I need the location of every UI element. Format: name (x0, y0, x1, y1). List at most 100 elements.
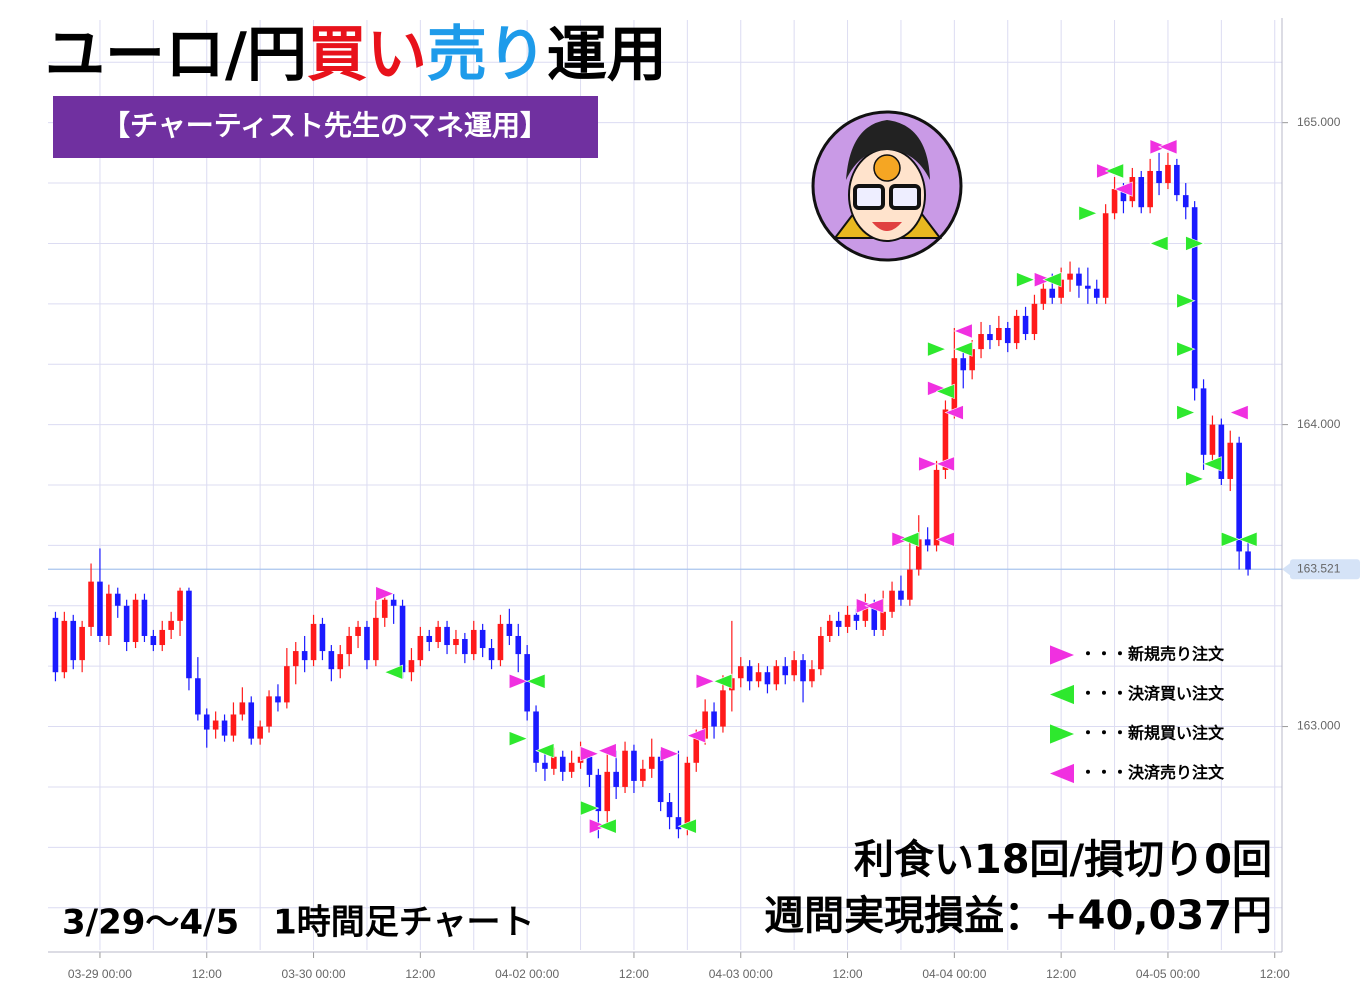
order-marker (1185, 471, 1205, 487)
candle-body (435, 626, 441, 643)
candle-body (1067, 273, 1073, 280)
order-marker (1176, 293, 1196, 309)
candle-body (960, 358, 967, 371)
candle-body (1040, 288, 1047, 304)
legend: ・・・新規売り注文・・・決済買い注文・・・新規買い注文・・・決済売り注文 (1050, 645, 1225, 784)
candle-body (355, 626, 361, 636)
candle-body (640, 768, 646, 781)
candle-body (159, 629, 166, 646)
order-marker (580, 746, 600, 762)
candle-body (417, 635, 424, 661)
legend-icon (1050, 645, 1074, 665)
candle-body (568, 762, 575, 772)
candle-body (1147, 170, 1153, 208)
candle-body (266, 696, 272, 727)
candle-body (844, 614, 851, 627)
candle-body (106, 593, 112, 636)
candle-body (551, 756, 557, 769)
candle-body (586, 756, 593, 775)
candle-body (1227, 442, 1234, 479)
candle-body (310, 623, 317, 661)
candle-body (346, 635, 352, 655)
order-marker (1078, 205, 1098, 221)
order-marker (1185, 235, 1205, 252)
x-tick-label: 12:00 (833, 967, 863, 981)
candle-body (666, 802, 673, 818)
candle-body (542, 762, 548, 769)
candle-body (479, 629, 486, 649)
x-tick-label: 12:00 (1260, 967, 1290, 981)
candle-body (978, 334, 984, 350)
order-marker (1149, 235, 1169, 252)
candle-body (52, 617, 59, 673)
candle-body (737, 666, 744, 679)
candle-body (230, 714, 237, 736)
candle-body (1111, 189, 1118, 214)
avatar (811, 110, 963, 262)
order-marker (1229, 404, 1249, 421)
candle-body (1022, 315, 1029, 335)
candle-body (399, 605, 406, 673)
candle-body (195, 678, 201, 715)
candle-body (782, 666, 789, 676)
candle-body (1191, 207, 1198, 389)
x-tick-label: 03-29 00:00 (68, 967, 132, 981)
plot (52, 139, 1258, 839)
candle-body (1138, 177, 1145, 208)
order-marker (375, 586, 395, 602)
order-marker (935, 383, 955, 400)
candle-body (942, 409, 949, 470)
candle-body (746, 666, 753, 682)
candle-body (408, 660, 415, 673)
order-marker (686, 727, 706, 744)
candle-body (1076, 273, 1082, 286)
order-marker (597, 818, 617, 834)
period-label: 3/29～4/5 1時間足チャート (62, 903, 534, 943)
candle-body (853, 614, 860, 621)
order-marker (383, 664, 403, 680)
legend-label: ・・・新規売り注文 (1080, 645, 1225, 664)
candle-body (800, 660, 806, 682)
overlay: ユーロ/円買い売り運用 【チャーティスト先生のマネ運用】 3/29～4/5 1時… (45, 20, 1272, 943)
candle-body (337, 654, 344, 670)
candle-body (631, 750, 637, 781)
candle-body (132, 599, 139, 643)
order-marker (864, 598, 884, 614)
candle-body (390, 599, 397, 606)
candle-body (1209, 424, 1216, 455)
legend-label: ・・・決済買い注文 (1080, 684, 1225, 703)
candle-body (186, 590, 192, 679)
order-marker (526, 673, 546, 689)
order-marker (1202, 456, 1222, 472)
order-marker (927, 341, 947, 357)
x-tick-label: 03-30 00:00 (282, 967, 346, 981)
subtitle: 【チャーティスト先生のマネ運用】 (102, 109, 548, 142)
candle-body (1085, 285, 1091, 289)
x-tick-label: 04-04 00:00 (922, 967, 986, 981)
candle-body (462, 638, 468, 655)
candle-body (604, 771, 611, 812)
candle-body (675, 817, 682, 830)
title-part: 運用 (547, 20, 667, 90)
order-marker (1113, 181, 1133, 197)
candle-body (595, 774, 602, 812)
x-tick-label: 12:00 (619, 967, 649, 981)
order-marker (1220, 531, 1241, 547)
candle-body (88, 581, 94, 627)
candle-body (319, 623, 326, 652)
y-tick-label: 165.000 (1297, 115, 1341, 129)
candle-body (1165, 164, 1171, 184)
candle-body (114, 593, 121, 606)
order-marker (695, 673, 715, 689)
candle-body (835, 620, 842, 627)
candle-body (284, 666, 290, 703)
candle-body (257, 726, 263, 739)
order-marker (660, 746, 680, 762)
candle-body (1174, 164, 1180, 196)
candle-body (862, 605, 869, 621)
candle-body (1102, 213, 1109, 298)
order-marker (944, 404, 964, 421)
candle-body (141, 599, 148, 636)
x-tick-label: 04-03 00:00 (709, 967, 773, 981)
